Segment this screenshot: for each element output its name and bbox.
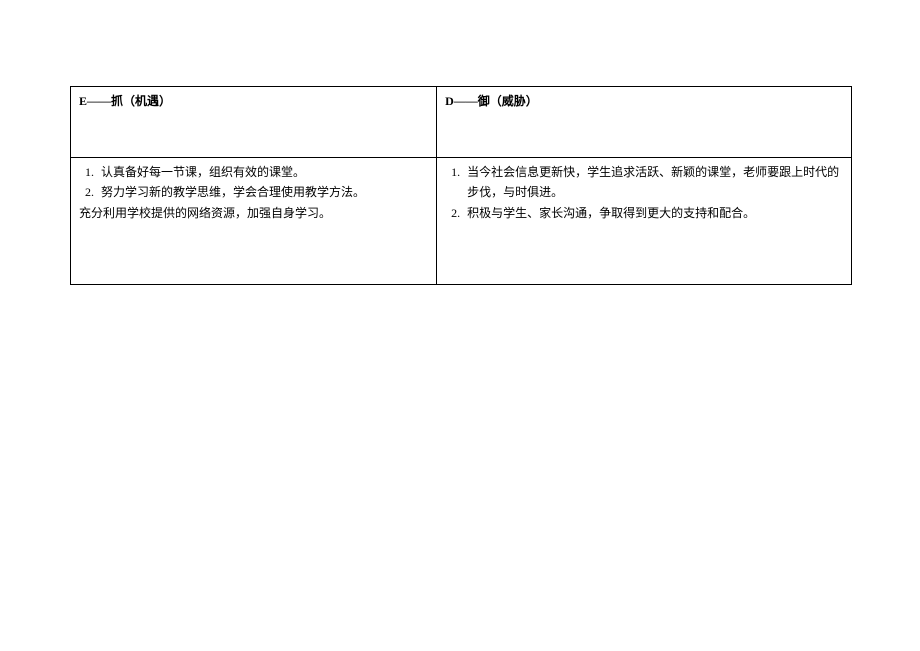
d-item-2: 积极与学生、家长沟通，争取得到更大的支持和配合。 — [463, 203, 843, 223]
content-cell-e: 认真备好每一节课，组织有效的课堂。 努力学习新的教学思维，学会合理使用教学方法。… — [71, 158, 437, 285]
e-list: 认真备好每一节课，组织有效的课堂。 努力学习新的教学思维，学会合理使用教学方法。 — [79, 162, 428, 203]
table-content-row: 认真备好每一节课，组织有效的课堂。 努力学习新的教学思维，学会合理使用教学方法。… — [71, 158, 852, 285]
header-e-label: E——抓（机遇） — [79, 94, 171, 108]
swot-table: E——抓（机遇） D——御（威胁） 认真备好每一节课，组织有效的课堂。 努力学习… — [70, 86, 852, 285]
e-item-1: 认真备好每一节课，组织有效的课堂。 — [97, 162, 428, 182]
table-header-row: E——抓（机遇） D——御（威胁） — [71, 87, 852, 158]
header-cell-e: E——抓（机遇） — [71, 87, 437, 158]
d-item-1: 当今社会信息更新快，学生追求活跃、新颖的课堂，老师要跟上时代的步伐，与时俱进。 — [463, 162, 843, 203]
header-d-label: D——御（威胁） — [445, 94, 538, 108]
e-extra-text: 充分利用学校提供的网络资源，加强自身学习。 — [79, 203, 428, 223]
e-item-2: 努力学习新的教学思维，学会合理使用教学方法。 — [97, 182, 428, 202]
d-list: 当今社会信息更新快，学生追求活跃、新颖的课堂，老师要跟上时代的步伐，与时俱进。 … — [445, 162, 843, 223]
content-cell-d: 当今社会信息更新快，学生追求活跃、新颖的课堂，老师要跟上时代的步伐，与时俱进。 … — [437, 158, 852, 285]
header-cell-d: D——御（威胁） — [437, 87, 852, 158]
